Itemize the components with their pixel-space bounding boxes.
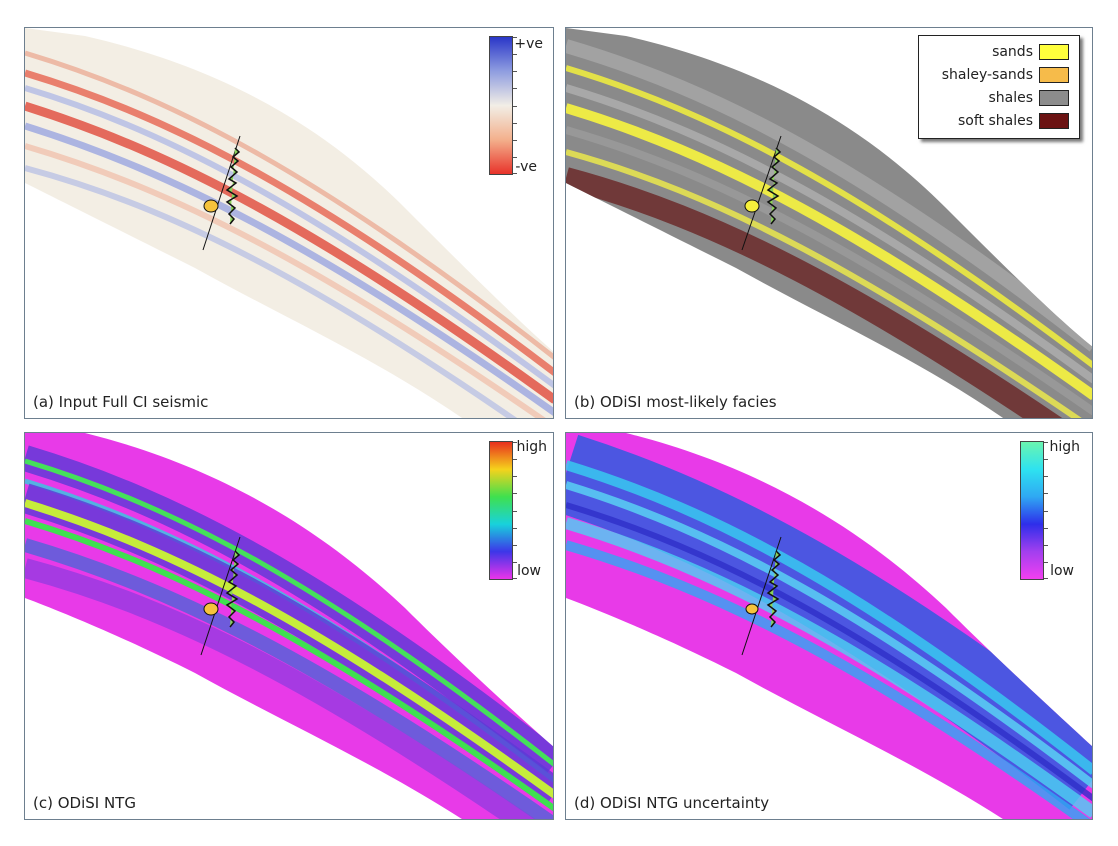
legend-item-soft-shales: soft shales (958, 111, 1069, 131)
panel-ntg-uncertainty: high low (d) ODiSI NTG uncertainty (565, 432, 1093, 820)
seismic-section-image (25, 28, 553, 418)
panel-ntg: high low (c) ODiSI NTG (24, 432, 554, 820)
seismic-colorbar (489, 36, 517, 175)
panel-caption: (b) ODiSI most-likely facies (574, 393, 777, 411)
legend-label: shales (988, 90, 1033, 106)
ntg-uncertainty-section-image (566, 433, 1092, 819)
legend-swatch (1039, 90, 1069, 106)
ntg-colorbar (489, 441, 517, 580)
legend-swatch (1039, 113, 1069, 129)
facies-legend: sands shaley-sands shales soft shales (918, 35, 1080, 139)
legend-item-shales: shales (988, 88, 1069, 108)
panel-caption: (d) ODiSI NTG uncertainty (574, 794, 770, 812)
legend-label: soft shales (957, 113, 1033, 129)
legend-item-shaley-sands: shaley-sands (942, 65, 1069, 85)
legend-swatch (1039, 67, 1069, 83)
panel-seismic: +ve -ve (a) Input Full CI seismic (24, 27, 554, 419)
legend-swatch (1039, 44, 1069, 60)
panel-caption: (c) ODiSI NTG (33, 794, 136, 812)
uncertainty-colorbar (1020, 441, 1048, 580)
colorbar-bottom-label: low (1050, 563, 1074, 579)
colorbar-bottom-label: -ve (515, 159, 537, 175)
legend-label: sands (992, 44, 1033, 60)
colorbar-top-label: high (516, 439, 547, 455)
colorbar-bottom-label: low (517, 563, 541, 579)
colorbar-top-label: high (1049, 439, 1080, 455)
legend-item-sands: sands (992, 42, 1069, 62)
legend-label: shaley-sands (941, 67, 1033, 83)
panel-facies: sands shaley-sands shales soft shales (b… (565, 27, 1093, 419)
colorbar-top-label: +ve (514, 36, 543, 52)
panel-caption: (a) Input Full CI seismic (33, 393, 209, 411)
ntg-section-image (25, 433, 553, 819)
